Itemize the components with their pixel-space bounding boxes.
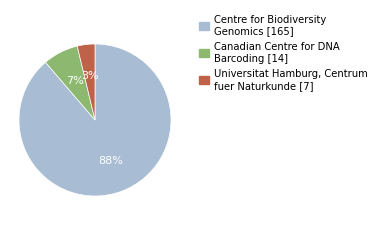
Wedge shape <box>46 46 95 120</box>
Text: 88%: 88% <box>98 156 123 166</box>
Legend: Centre for Biodiversity
Genomics [165], Canadian Centre for DNA
Barcoding [14], : Centre for Biodiversity Genomics [165], … <box>199 15 367 90</box>
Text: 3%: 3% <box>81 71 99 81</box>
Wedge shape <box>19 44 171 196</box>
Wedge shape <box>77 44 95 120</box>
Text: 7%: 7% <box>66 76 84 86</box>
